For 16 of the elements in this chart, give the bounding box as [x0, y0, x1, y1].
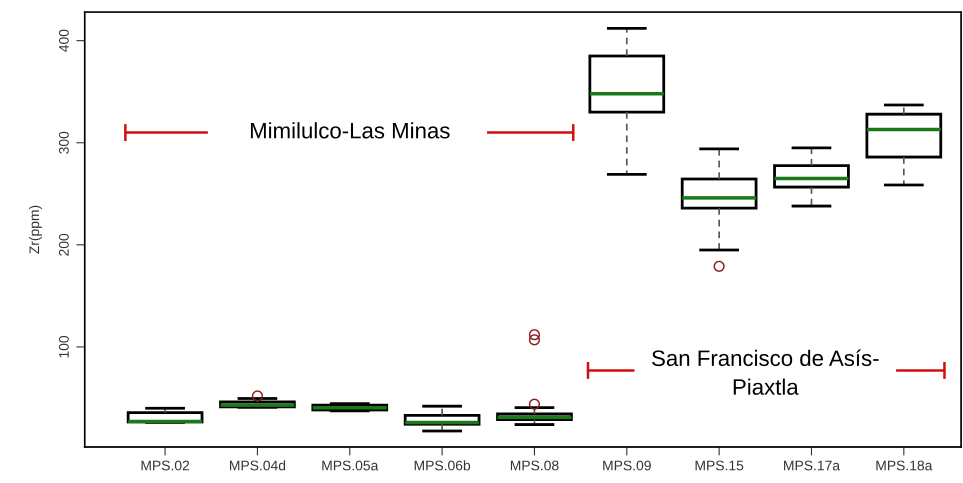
- y-tick-label: 400: [58, 30, 69, 52]
- x-tick-label: MPS.09: [603, 460, 651, 470]
- x-tick-label: MPS.08: [510, 460, 559, 470]
- x-tick-label: MPS.15: [696, 460, 744, 470]
- x-tick-label: MPS.02: [142, 460, 190, 470]
- x-tick-label: MPS.04d: [230, 460, 286, 470]
- x-tick-label: MPS.05a: [322, 460, 378, 470]
- x-tick-label: MPS.17a: [784, 460, 840, 470]
- x-tick-label: MPS.06b: [414, 460, 470, 470]
- x-tick-label: MPS.18a: [876, 460, 932, 470]
- y-tick-label: 300: [58, 132, 69, 154]
- annotation: Mimilulco-Las Minas: [250, 122, 450, 139]
- annotation: San Francisco de Asís-Piaxtla: [652, 350, 879, 395]
- y-tick-label: 200: [58, 234, 69, 256]
- y-tick-label: 100: [58, 336, 69, 358]
- y-axis-title: Zr(ppm): [28, 206, 42, 254]
